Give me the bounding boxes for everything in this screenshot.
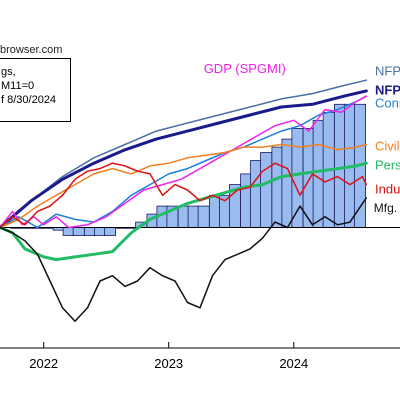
- note-line-1: gs,: [1, 66, 16, 78]
- gdp-bar: [281, 138, 294, 228]
- gdp-bar: [271, 146, 284, 228]
- gdp-bar: [333, 103, 346, 228]
- series-line-6: [0, 162, 368, 229]
- gdp-bar: [291, 127, 304, 228]
- note-line-3: f 8/30/2024: [1, 94, 57, 106]
- series-line-7: [0, 197, 368, 322]
- gdp-bar: [208, 194, 221, 228]
- gdp-bar: [104, 227, 117, 236]
- series-label-2: Cons: [375, 96, 400, 111]
- gdp-bar: [177, 205, 190, 228]
- gdp-bar: [240, 173, 253, 228]
- gdp-bar: [94, 227, 107, 236]
- series-labels: NFPNFPConsGDP (SPGMI)CiviliPersoIndusMfg…: [204, 61, 400, 215]
- x-tick-label-1: 2023: [154, 356, 183, 371]
- series-line-3: [0, 95, 368, 229]
- series-line-5: [0, 161, 368, 262]
- gdp-bar: [250, 160, 263, 228]
- series-line-1: [0, 89, 368, 229]
- gdp-bar: [84, 227, 97, 236]
- series-label-1: NFP: [375, 82, 400, 97]
- x-axis: 2022 2023 2024: [0, 342, 400, 371]
- series-label-6: Indus: [375, 181, 400, 196]
- gdp-bar: [187, 205, 200, 228]
- series-line-2: [0, 95, 368, 229]
- gdp-bar: [62, 227, 75, 236]
- gdp-bar: [260, 152, 273, 228]
- series-label-7: Mfg. &: [374, 201, 400, 215]
- gdp-bar: [312, 119, 325, 228]
- series-label-3: GDP (SPGMI): [204, 61, 286, 76]
- gdp-bar: [197, 205, 210, 228]
- note-line-2: M11=0: [1, 80, 35, 92]
- note-box: gs, M11=0 f 8/30/2024: [0, 58, 71, 122]
- x-tick-label-0: 2022: [29, 356, 58, 371]
- line-series: [0, 79, 368, 322]
- x-tick-label-2: 2024: [279, 356, 308, 371]
- series-label-0: NFP: [375, 64, 400, 79]
- series-line-0: [0, 79, 368, 229]
- source-text: browser.com: [0, 44, 63, 56]
- gdp-bar: [72, 227, 85, 236]
- series-line-4: [0, 143, 368, 229]
- series-label-4: Civili: [375, 139, 400, 154]
- series-label-5: Perso: [375, 157, 400, 172]
